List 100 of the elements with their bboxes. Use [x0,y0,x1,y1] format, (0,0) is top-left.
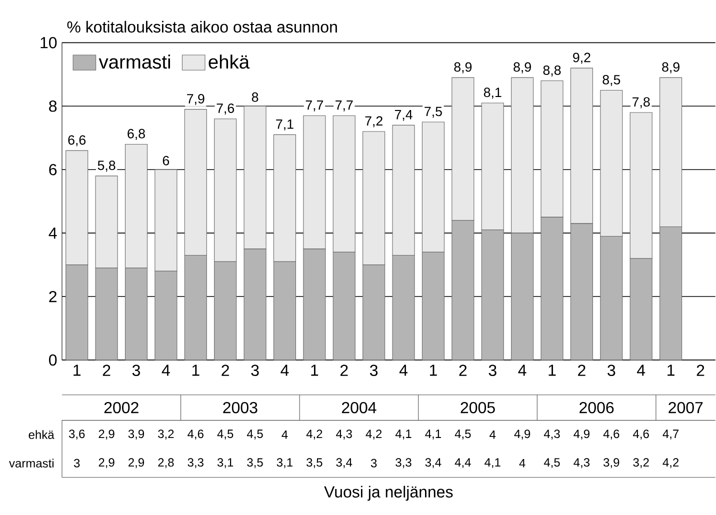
data-label: 4,2 [306,430,322,440]
data-label: 2,9 [98,458,114,468]
total-label: 7,4 [394,110,412,122]
data-label: 3,9 [128,430,144,440]
x-tick-label: 2 [222,364,229,376]
data-label: 4,6 [603,430,620,440]
data-label: 3,9 [604,458,620,468]
total-label: 5,8 [98,160,116,172]
data-label: 2,9 [128,458,144,468]
total-label: 7,9 [187,94,204,106]
data-label: 3,1 [276,458,292,468]
total-label: 7,1 [276,120,294,131]
data-label: 4,5 [454,430,471,440]
x-tick-label: 4 [637,364,646,376]
data-label: 4,7 [662,430,679,440]
text: 2006 [580,402,614,414]
data-label: 4,3 [336,430,352,440]
x-tick-label: 1 [192,364,200,376]
data-label: 4,9 [574,430,590,440]
data-label: 4 [282,430,288,439]
total-label: 8,8 [543,66,561,77]
y-tick-label: 6 [49,164,57,176]
total-label: 8,5 [602,75,620,86]
data-label: 4,5 [246,430,263,440]
x-tick-label: 2 [340,364,348,376]
data-label: 4,2 [366,430,382,440]
data-label: 4,1 [484,458,500,468]
data-label: 4,5 [217,430,234,440]
data-label: 2,8 [158,458,174,468]
x-tick-label: 4 [280,364,289,376]
text: 2003 [223,402,258,414]
data-label: 3,1 [217,458,234,468]
x-tick-label: 2 [102,364,110,376]
x-tick-label: 3 [370,364,378,376]
x-tick-label: 1 [548,364,556,376]
data-label: 4,1 [425,430,441,440]
data-label: 4,9 [514,430,530,440]
data-label: 3,2 [633,458,649,468]
total-label: 7,2 [365,116,382,128]
chart-title: % kotitalouksista aikoo ostaa asunnon [67,21,337,33]
x-tick-label: 3 [488,364,496,376]
total-label: 8,1 [484,88,502,99]
total-label: 8 [252,92,258,102]
data-label: 4,3 [544,430,560,440]
legend-label: ehkä [208,54,250,69]
data-label: 3,5 [247,458,263,468]
data-label: 3 [370,459,377,468]
data-label: 4,5 [544,458,560,468]
x-tick-label: 4 [399,364,408,376]
x-tick-label: 4 [518,364,526,376]
y-tick-label: 2 [49,291,56,302]
data-label: 3,3 [396,458,412,468]
data-label: 4 [490,430,496,439]
data-label: 4,2 [662,458,679,468]
x-tick-label: 3 [608,364,616,376]
x-tick-label: 1 [430,364,437,376]
total-label: 9,2 [573,52,590,64]
data-label: 3,5 [306,458,322,468]
text: ehkä [28,430,54,440]
text: Vuosi ja neljännes [324,486,453,501]
data-label: 3,6 [68,430,85,440]
data-label: 3,4 [425,458,442,468]
data-label: 4 [519,459,526,468]
text: 2004 [342,402,376,414]
y-tick-label: 8 [49,100,57,112]
total-label: 8,9 [454,62,472,74]
total-label: 6 [162,156,170,166]
data-label: 4,6 [633,430,649,440]
total-label: 8,9 [662,62,680,74]
x-tick-label: 4 [162,364,170,376]
total-label: 7,7 [336,100,353,112]
y-tick-label: 0 [49,354,57,366]
data-label: 4,4 [454,458,471,468]
data-label: 2,9 [98,430,114,440]
x-tick-label: 2 [578,364,586,376]
x-tick-label: 1 [668,364,674,376]
y-tick-label: 10 [40,37,57,48]
data-label: 3 [74,459,80,468]
data-label: 3,2 [158,430,174,440]
total-label: 7,6 [216,104,234,115]
x-tick-label: 3 [132,364,140,376]
text: 2002 [104,402,138,414]
total-label: 7,7 [306,100,324,112]
text: varmasti [9,458,54,468]
data-label: 4,3 [574,458,590,468]
total-label: 7,8 [632,97,650,108]
total-label: 6,6 [68,135,86,146]
total-label: 8,9 [514,62,531,74]
x-tick-label: 3 [251,364,259,376]
data-label: 4,1 [395,430,412,440]
x-tick-label: 2 [696,364,704,376]
x-tick-label: 1 [74,364,81,376]
data-label: 3,3 [188,458,204,468]
x-tick-label: 1 [311,364,318,376]
y-tick-label: 4 [48,228,57,239]
text: 2005 [460,402,495,414]
total-label: 6,8 [128,129,145,140]
total-label: 7,5 [424,107,442,118]
data-label: 4,6 [188,430,204,440]
x-tick-label: 2 [459,364,467,376]
